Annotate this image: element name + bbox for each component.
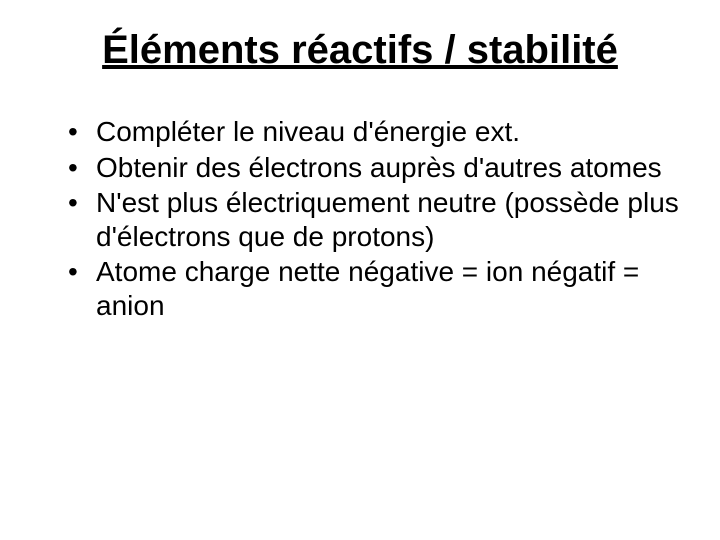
bullet-item: Compléter le niveau d'énergie ext. <box>68 115 680 149</box>
bullet-item: Atome charge nette négative = ion négati… <box>68 255 680 322</box>
bullet-item: Obtenir des électrons auprès d'autres at… <box>68 151 680 185</box>
bullet-list: Compléter le niveau d'énergie ext. Obten… <box>40 115 680 323</box>
slide-title: Éléments réactifs / stabilité <box>40 28 680 73</box>
slide-container: Éléments réactifs / stabilité Compléter … <box>0 0 720 540</box>
bullet-item: N'est plus électriquement neutre (possèd… <box>68 186 680 253</box>
